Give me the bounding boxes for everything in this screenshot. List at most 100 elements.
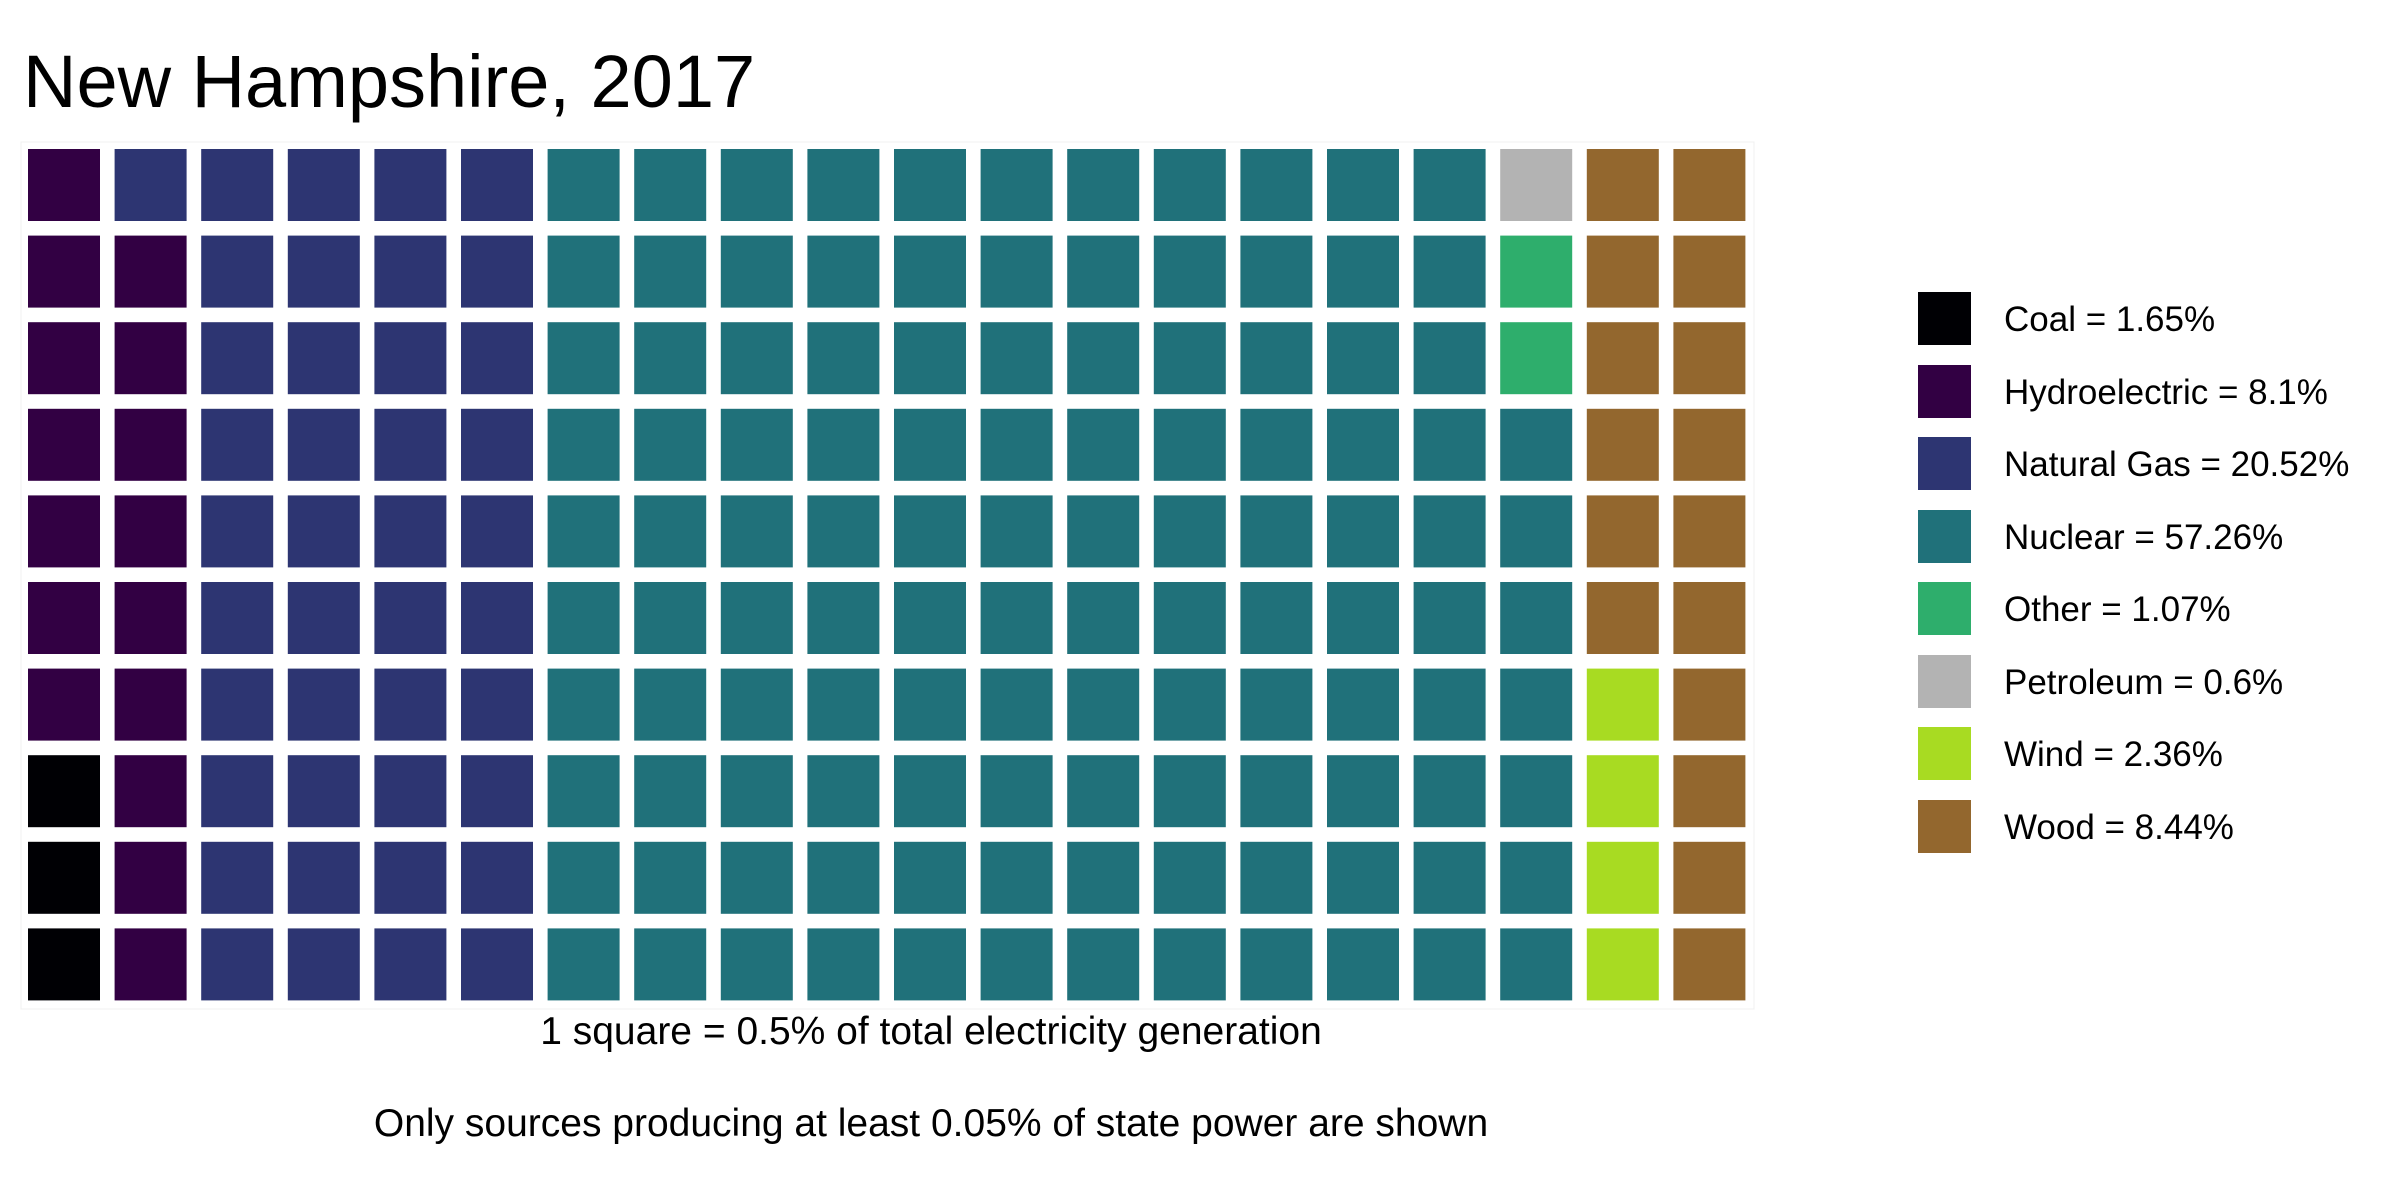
waffle-square-wood bbox=[1673, 668, 1746, 741]
waffle-square-nuclear bbox=[1327, 582, 1399, 654]
waffle-square-wind bbox=[1586, 755, 1659, 828]
waffle-square-natural-gas bbox=[461, 322, 533, 395]
waffle-square-nuclear bbox=[1327, 668, 1399, 741]
waffle-square-nuclear bbox=[1327, 928, 1399, 1001]
waffle-square-wood bbox=[1673, 495, 1746, 568]
waffle-square-nuclear bbox=[1153, 495, 1226, 568]
waffle-square-wood bbox=[1673, 149, 1746, 221]
waffle-square-natural-gas bbox=[201, 322, 274, 395]
waffle-square-nuclear bbox=[1500, 495, 1573, 568]
waffle-square-nuclear bbox=[1500, 755, 1573, 828]
waffle-square-nuclear bbox=[980, 841, 1053, 914]
waffle-square-nuclear bbox=[1240, 149, 1313, 221]
legend-item-nuclear: Nuclear = 57.26% bbox=[1918, 508, 2388, 581]
waffle-square-natural-gas bbox=[201, 582, 274, 654]
waffle-square-nuclear bbox=[547, 322, 620, 395]
waffle-square-natural-gas bbox=[201, 928, 274, 1001]
waffle-square-hydroelectric bbox=[28, 149, 100, 221]
waffle-square-natural-gas bbox=[374, 755, 447, 828]
waffle-square-nuclear bbox=[1153, 755, 1226, 828]
waffle-square-nuclear bbox=[980, 149, 1053, 221]
waffle-square-nuclear bbox=[894, 582, 966, 654]
waffle-square-wood bbox=[1586, 582, 1659, 654]
waffle-square-nuclear bbox=[634, 582, 707, 654]
waffle-square-nuclear bbox=[894, 408, 966, 481]
legend-item-coal: Coal = 1.65% bbox=[1918, 290, 2388, 363]
waffle-square-nuclear bbox=[1067, 582, 1140, 654]
chart-title: New Hampshire, 2017 bbox=[23, 40, 756, 123]
waffle-square-wood bbox=[1673, 235, 1746, 308]
waffle-square-nuclear bbox=[547, 149, 620, 221]
waffle-square-hydroelectric bbox=[114, 495, 187, 568]
waffle-square-nuclear bbox=[1413, 235, 1486, 308]
waffle-square-wood bbox=[1586, 495, 1659, 568]
waffle-square-nuclear bbox=[634, 755, 707, 828]
waffle-square-natural-gas bbox=[461, 582, 533, 654]
legend-swatch bbox=[1918, 727, 1971, 780]
waffle-square-nuclear bbox=[634, 495, 707, 568]
waffle-square-wind bbox=[1586, 668, 1659, 741]
waffle-square-natural-gas bbox=[461, 149, 533, 221]
legend-item-natural-gas: Natural Gas = 20.52% bbox=[1918, 435, 2388, 508]
waffle-square-nuclear bbox=[807, 322, 880, 395]
waffle-square-natural-gas bbox=[201, 408, 274, 481]
waffle-square-nuclear bbox=[980, 322, 1053, 395]
waffle-square-nuclear bbox=[1413, 408, 1486, 481]
waffle-square-nuclear bbox=[1240, 755, 1313, 828]
waffle-square-natural-gas bbox=[374, 668, 447, 741]
waffle-square-nuclear bbox=[807, 149, 880, 221]
waffle-square-nuclear bbox=[1413, 149, 1486, 221]
waffle-square-nuclear bbox=[980, 582, 1053, 654]
waffle-square-nuclear bbox=[1500, 841, 1573, 914]
waffle-square-natural-gas bbox=[461, 841, 533, 914]
waffle-square-nuclear bbox=[807, 928, 880, 1001]
waffle-square-nuclear bbox=[1500, 408, 1573, 481]
waffle-square-nuclear bbox=[807, 408, 880, 481]
waffle-square-natural-gas bbox=[287, 841, 360, 914]
waffle-square-nuclear bbox=[807, 755, 880, 828]
waffle-square-wood bbox=[1586, 408, 1659, 481]
waffle-square-nuclear bbox=[547, 582, 620, 654]
waffle-square-coal bbox=[28, 841, 100, 914]
waffle-square-nuclear bbox=[547, 668, 620, 741]
waffle-square-nuclear bbox=[1067, 495, 1140, 568]
waffle-square-nuclear bbox=[980, 668, 1053, 741]
waffle-square-nuclear bbox=[807, 841, 880, 914]
legend-swatch bbox=[1918, 437, 1971, 490]
waffle-square-nuclear bbox=[1067, 322, 1140, 395]
waffle-square-nuclear bbox=[1067, 235, 1140, 308]
legend: Coal = 1.65% Hydroelectric = 8.1% Natural … bbox=[1918, 290, 2388, 870]
waffle-square-natural-gas bbox=[287, 408, 360, 481]
waffle-square-nuclear bbox=[894, 322, 966, 395]
legend-item-wood: Wood = 8.44% bbox=[1918, 798, 2388, 871]
waffle-square-nuclear bbox=[980, 235, 1053, 308]
waffle-square-nuclear bbox=[1067, 755, 1140, 828]
waffle-square-nuclear bbox=[634, 928, 707, 1001]
waffle-square-nuclear bbox=[1153, 235, 1226, 308]
waffle-square-nuclear bbox=[1067, 668, 1140, 741]
caption-square-value: 1 square = 0.5% of total electricity gen… bbox=[540, 1010, 1322, 1053]
waffle-square-natural-gas bbox=[287, 582, 360, 654]
waffle-square-wind bbox=[1586, 928, 1659, 1001]
waffle-square-nuclear bbox=[980, 495, 1053, 568]
waffle-square-hydroelectric bbox=[28, 408, 100, 481]
waffle-square-nuclear bbox=[1240, 582, 1313, 654]
waffle-square-nuclear bbox=[634, 322, 707, 395]
waffle-square-hydroelectric bbox=[28, 235, 100, 308]
waffle-square-hydroelectric bbox=[114, 668, 187, 741]
waffle-square-nuclear bbox=[1500, 928, 1573, 1001]
legend-item-other: Other = 1.07% bbox=[1918, 580, 2388, 653]
waffle-square-nuclear bbox=[634, 235, 707, 308]
waffle-square-nuclear bbox=[1327, 841, 1399, 914]
waffle-square-natural-gas bbox=[461, 235, 533, 308]
waffle-square-nuclear bbox=[1153, 928, 1226, 1001]
legend-label: Natural Gas = 20.52% bbox=[2004, 445, 2350, 484]
waffle-square-nuclear bbox=[807, 235, 880, 308]
waffle-square-hydroelectric bbox=[28, 668, 100, 741]
waffle-square-nuclear bbox=[1413, 668, 1486, 741]
waffle-square-nuclear bbox=[1240, 928, 1313, 1001]
waffle-square-nuclear bbox=[720, 668, 793, 741]
legend-label: Nuclear = 57.26% bbox=[2004, 517, 2284, 557]
waffle-square-wood bbox=[1673, 928, 1746, 1001]
